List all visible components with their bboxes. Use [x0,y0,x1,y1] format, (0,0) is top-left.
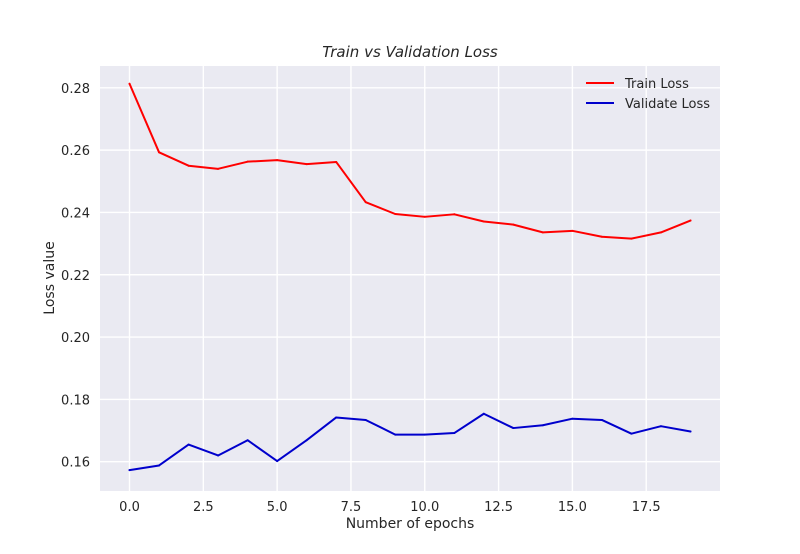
y-tick-label: 0.16 [61,456,90,471]
grid-lines [100,66,720,491]
train-loss-point [187,164,190,167]
tick-labels: 0.0 2.5 5.0 7.5 10.0 12.5 15.0 17.5 0.16 0.18 0.20… [61,82,661,515]
x-tick-label: 15.0 [558,500,587,515]
y-tick-label: 0.28 [61,82,90,97]
validate-loss-point [512,427,515,430]
x-tick-label: 2.5 [193,500,214,515]
validate-loss-point [453,432,456,435]
train-loss-line [128,82,692,240]
validate-loss-point [187,443,190,446]
train-loss-point [276,159,279,162]
train-loss-point [689,219,692,222]
x-tick-label: 17.5 [632,500,661,515]
train-loss-point [128,82,131,85]
validate-loss-point [689,430,692,433]
train-loss-point [305,163,308,166]
x-tick-label: 12.5 [484,500,513,515]
validate-loss-point [217,454,220,457]
train-loss-point [600,235,603,238]
legend-label-validate: Validate Loss [625,97,710,112]
train-loss-point [335,160,338,163]
legend-label-train: Train Loss [624,77,689,92]
y-tick-label: 0.26 [61,144,90,159]
train-loss-point [571,229,574,232]
validate-loss-point [571,417,574,420]
validate-loss-point [630,432,633,435]
validate-loss-point [128,469,131,472]
train-loss-point [659,231,662,234]
y-tick-label: 0.20 [61,331,90,346]
validate-loss-point [364,418,367,421]
x-tick-label: 5.0 [267,500,288,515]
chart-title: Train vs Validation Loss [322,43,498,61]
validate-loss-point [305,439,308,442]
validate-loss-point [276,460,279,463]
y-tick-label: 0.18 [61,393,90,408]
y-tick-label: 0.22 [61,269,90,284]
validate-loss-point [394,433,397,436]
validate-loss-point [541,424,544,427]
x-tick-label: 10.0 [410,500,439,515]
train-loss-point [512,223,515,226]
validate-loss-point [659,425,662,428]
train-loss-point [482,220,485,223]
legend: Train Loss Validate Loss [586,77,710,112]
train-loss-point [541,231,544,234]
validate-loss-point [158,464,161,467]
y-tick-label: 0.24 [61,206,90,221]
validate-loss-point [246,439,249,442]
train-loss-point [364,201,367,204]
train-loss-point [394,213,397,215]
series-layer [128,82,692,472]
validate-loss-line [128,412,692,472]
validate-loss-point [482,412,485,415]
validate-loss-point [335,416,338,419]
train-loss-point [246,160,249,163]
x-tick-label: 0.0 [119,500,140,515]
x-axis-label: Number of epochs [346,516,475,532]
y-axis-label: Loss value [42,241,58,314]
train-loss-point [158,151,161,154]
train-loss-point [453,213,456,216]
train-loss-point [423,215,426,218]
train-loss-point [217,167,220,170]
validate-loss-point [600,418,603,421]
train-loss-point [630,237,633,240]
plot-area [100,66,720,491]
x-tick-label: 7.5 [341,500,362,515]
validate-loss-point [423,433,426,436]
